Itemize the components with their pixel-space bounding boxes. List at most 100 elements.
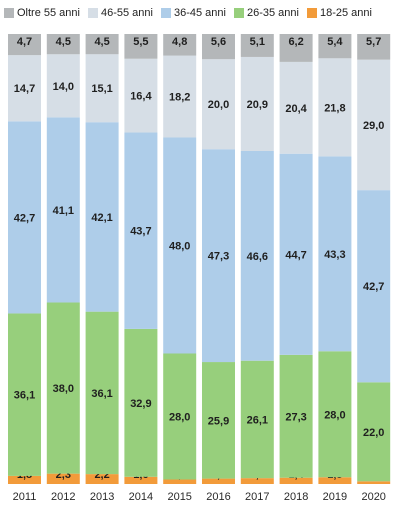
data-label-26-35-anni-2014: 32,9	[130, 398, 151, 410]
bar-segment-36-45-anni-2015	[163, 137, 197, 354]
bar-segment-oltre-55-anni-2013	[85, 34, 119, 55]
bar-segment-oltre-55-anni-2012	[46, 34, 80, 55]
data-label-26-35-anni-2019: 28,0	[324, 409, 345, 421]
data-label-46-55-anni-2018: 20,4	[285, 103, 307, 115]
legend-swatch	[4, 8, 14, 18]
data-label-26-35-anni-2018: 27,3	[285, 411, 306, 423]
data-label-36-45-anni-2019: 43,3	[324, 249, 345, 261]
data-label-46-55-anni-2016: 20,0	[208, 99, 229, 111]
data-label-46-55-anni-2020: 29,0	[363, 120, 384, 132]
bar-stack-2020: 0,622,042,729,05,7	[357, 34, 391, 484]
data-label-oltre-55-anni-2018: 6,2	[288, 36, 303, 48]
bar-segment-18-25-anni-2017	[240, 478, 274, 484]
bar-segment-oltre-55-anni-2011	[8, 34, 41, 56]
legend-label: 26-35 anni	[246, 7, 299, 19]
legend-swatch	[87, 8, 98, 18]
bar-segment-oltre-55-anni-2016	[202, 34, 235, 60]
bar-segment-18-25-anni-2018	[279, 477, 313, 484]
bar-segment-46-55-anni-2014	[124, 58, 158, 133]
bar-segment-26-35-anni-2016	[202, 362, 235, 479]
bar-stack-2018: 1,427,344,720,46,2	[279, 34, 313, 484]
bar-stack-2012: 2,338,041,114,04,5	[46, 34, 80, 484]
bar-segment-46-55-anni-2017	[240, 56, 274, 152]
bar-segment-26-35-anni-2019	[318, 351, 352, 478]
data-label-46-55-anni-2014: 16,4	[130, 91, 152, 103]
data-label-36-45-anni-2015: 48,0	[169, 241, 190, 253]
bar-segment-26-35-anni-2018	[279, 354, 313, 478]
bar-segment-18-25-anni-2013	[85, 474, 119, 484]
data-label-36-45-anni-2011: 42,7	[14, 212, 35, 224]
bar-segment-18-25-anni-2016	[202, 478, 235, 484]
data-label-46-55-anni-2019: 21,8	[324, 102, 345, 114]
legend-item-oltre-55-anni: Oltre 55 anni	[4, 7, 80, 19]
legend-item-46-55-anni: 46-55 anni	[87, 7, 153, 19]
legend-swatch	[306, 8, 317, 18]
bar-stack-2015: 1,028,048,018,24,8	[163, 34, 197, 484]
data-label-36-45-anni-2012: 41,1	[53, 205, 74, 217]
legend-item-18-25-anni: 18-25 anni	[306, 7, 372, 19]
x-tick-label-2018: 2018	[284, 491, 308, 503]
data-label-oltre-55-anni-2012: 4,5	[56, 36, 71, 48]
bar-segment-26-35-anni-2014	[124, 328, 158, 477]
data-label-26-35-anni-2017: 26,1	[247, 414, 268, 426]
bar-segment-18-25-anni-2011	[8, 475, 41, 484]
bar-segment-36-45-anni-2011	[8, 121, 41, 314]
x-tick-label-2019: 2019	[323, 491, 347, 503]
data-label-36-45-anni-2020: 42,7	[363, 281, 384, 293]
legend-label: Oltre 55 anni	[17, 7, 80, 19]
bar-segment-oltre-55-anni-2014	[124, 34, 158, 59]
bar-segment-oltre-55-anni-2018	[279, 34, 313, 62]
data-label-36-45-anni-2018: 44,7	[285, 249, 306, 261]
bar-segment-46-55-anni-2018	[279, 61, 313, 154]
x-tick-label-2014: 2014	[129, 491, 153, 503]
bar-segment-46-55-anni-2020	[357, 59, 391, 191]
bar-segment-36-45-anni-2012	[46, 117, 80, 303]
bar-segment-oltre-55-anni-2019	[318, 34, 352, 59]
bar-segment-oltre-55-anni-2020	[357, 34, 391, 60]
bar-segment-46-55-anni-2016	[202, 59, 235, 150]
bar-segment-36-45-anni-2018	[279, 153, 313, 355]
data-label-oltre-55-anni-2014: 5,5	[133, 36, 148, 48]
data-label-oltre-55-anni-2016: 5,6	[211, 36, 226, 48]
bar-stack-2019: 1,528,043,321,85,4	[318, 34, 352, 484]
bar-segment-18-25-anni-2019	[318, 477, 352, 484]
bar-stack-2013: 2,236,142,115,14,5	[85, 34, 119, 484]
data-label-26-35-anni-2013: 36,1	[91, 388, 112, 400]
bar-stack-2016: 1,225,947,320,05,6	[202, 34, 235, 484]
bar-segment-18-25-anni-2015	[163, 479, 197, 484]
data-label-oltre-55-anni-2013: 4,5	[94, 36, 109, 48]
data-label-26-35-anni-2011: 36,1	[14, 390, 35, 402]
x-tick-label-2017: 2017	[245, 491, 269, 503]
bar-segment-46-55-anni-2012	[46, 54, 80, 118]
data-label-46-55-anni-2017: 20,9	[247, 99, 268, 111]
x-tick-label-2013: 2013	[90, 491, 114, 503]
data-label-oltre-55-anni-2020: 5,7	[366, 36, 381, 48]
bar-segment-26-35-anni-2012	[46, 302, 80, 474]
bar-segment-18-25-anni-2020	[357, 481, 391, 484]
bar-stack-2011: 1,836,142,714,74,7	[8, 34, 41, 484]
data-label-46-55-anni-2011: 14,7	[14, 83, 35, 95]
x-tick-label-2012: 2012	[51, 491, 75, 503]
bar-segment-oltre-55-anni-2017	[240, 34, 274, 57]
bar-segment-oltre-55-anni-2015	[163, 34, 197, 56]
bar-segment-18-25-anni-2014	[124, 476, 158, 484]
data-label-36-45-anni-2013: 42,1	[91, 212, 112, 224]
x-tick-label-2016: 2016	[206, 491, 230, 503]
legend-label: 18-25 anni	[319, 7, 372, 19]
x-tick-label-2011: 2011	[13, 491, 37, 503]
bar-stack-2017: 1,326,146,620,95,1	[240, 34, 274, 484]
bar-segment-26-35-anni-2020	[357, 382, 391, 482]
bar-segment-26-35-anni-2011	[8, 313, 41, 476]
data-label-26-35-anni-2016: 25,9	[208, 415, 229, 427]
legend-item-26-35-anni: 26-35 anni	[233, 7, 299, 19]
chart-legend: Oltre 55 anni 46-55 anni 36-45 anni 26-35 a…	[4, 4, 372, 22]
bar-segment-36-45-anni-2020	[357, 190, 391, 383]
data-label-46-55-anni-2015: 18,2	[169, 92, 190, 104]
legend-label: 36-45 anni	[173, 7, 226, 19]
data-label-oltre-55-anni-2015: 4,8	[172, 36, 187, 48]
legend-label: 46-55 anni	[100, 7, 153, 19]
data-label-oltre-55-anni-2017: 5,1	[250, 36, 265, 48]
bar-segment-46-55-anni-2013	[85, 54, 119, 123]
data-label-oltre-55-anni-2011: 4,7	[17, 36, 32, 48]
